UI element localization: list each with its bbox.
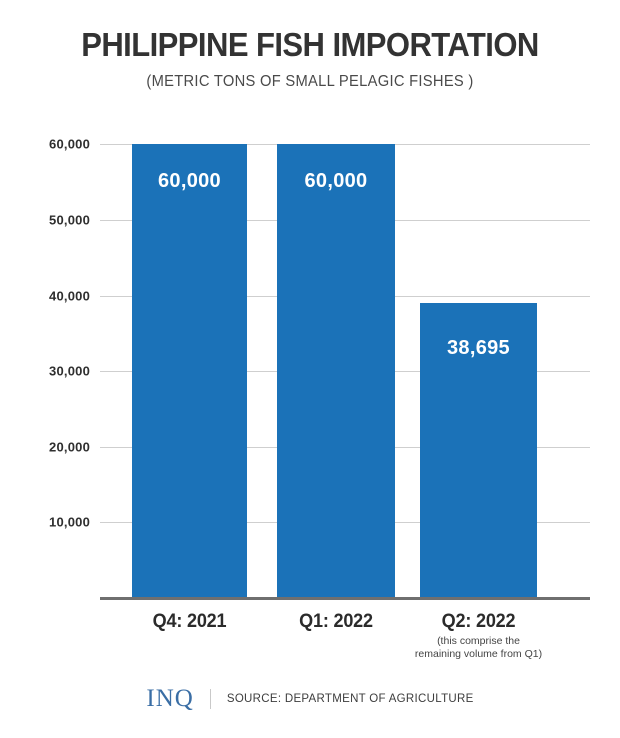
y-tick-label-60000: 60,000 xyxy=(49,136,90,152)
x-tick-label-q1-2022: Q1: 2022 xyxy=(299,611,373,632)
y-tick-label-50000: 50,000 xyxy=(49,212,90,228)
bar-q4-2021: 60,000 xyxy=(132,144,247,597)
y-tick-label-30000: 30,000 xyxy=(49,363,90,379)
chart-footer: INQ SOURCE: DEPARTMENT OF AGRICULTURE xyxy=(0,686,620,712)
y-tick-label-40000: 40,000 xyxy=(49,288,90,304)
chart-header: PHILIPPINE FISH IMPORTATION (METRIC TONS… xyxy=(0,26,620,91)
annotation-line-2: remaining volume from Q1) xyxy=(414,648,543,660)
annotation-q2-2022: (this comprise the remaining volume from… xyxy=(400,635,557,661)
source-attribution: SOURCE: DEPARTMENT OF AGRICULTURE xyxy=(226,693,474,705)
y-tick-label-20000: 20,000 xyxy=(49,439,90,455)
y-tick-label-10000: 10,000 xyxy=(49,514,90,530)
footer-divider xyxy=(209,689,211,709)
bar-value-label: 38,695 xyxy=(447,337,510,359)
page-title: PHILIPPINE FISH IMPORTATION xyxy=(81,26,539,63)
bar-q2-2022: 38,695 xyxy=(420,303,537,597)
annotation-line-1: (this comprise the xyxy=(437,635,520,647)
chart-subtitle: (METRIC TONS OF SMALL PELAGIC FISHES ) xyxy=(146,73,474,90)
x-tick-label-q2-2022: Q2: 2022 xyxy=(441,611,516,632)
bar-value-label: 60,000 xyxy=(158,170,221,192)
x-tick-label-q4-2021: Q4: 2021 xyxy=(152,611,227,632)
bar-value-label: 60,000 xyxy=(304,170,368,192)
inq-logo: INQ xyxy=(146,685,194,712)
x-axis-line xyxy=(100,597,590,600)
bar-q1-2022: 60,000 xyxy=(277,144,395,597)
